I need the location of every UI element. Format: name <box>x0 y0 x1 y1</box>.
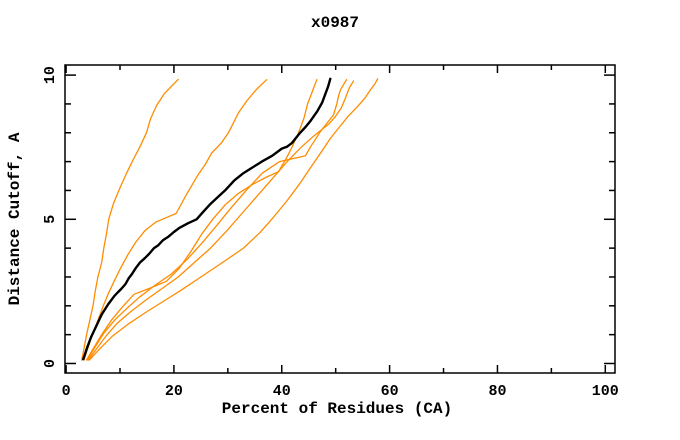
y-tick-label: 5 <box>42 215 59 224</box>
curve-orange-3 <box>85 79 318 361</box>
x-tick-label: 0 <box>62 383 71 400</box>
x-tick-label: 100 <box>592 383 619 400</box>
plot-frame <box>64 64 616 374</box>
curve-orange-5 <box>87 80 355 361</box>
x-tick-label: 20 <box>165 383 183 400</box>
axis-ticks <box>65 65 615 373</box>
x-axis-label: Percent of Residues (CA) <box>222 400 452 418</box>
curve-orange-1 <box>81 78 179 361</box>
curve-orange-6 <box>88 78 379 361</box>
x-tick-label: 60 <box>381 383 399 400</box>
curve-orange-2 <box>83 79 268 361</box>
data-series <box>81 77 379 361</box>
y-tick-label: 0 <box>42 359 59 368</box>
curve-orange-4 <box>86 79 348 361</box>
axes-frame <box>64 64 616 374</box>
y-axis-label: Distance Cutoff, A <box>6 132 24 305</box>
curve-black <box>82 77 332 361</box>
tick-labels: 0 20 40 60 80 100 0 5 10 <box>42 66 619 400</box>
x-tick-label: 40 <box>273 383 291 400</box>
x-tick-label: 80 <box>488 383 506 400</box>
chart-title: x0987 <box>311 14 359 32</box>
y-tick-label: 10 <box>42 66 59 84</box>
